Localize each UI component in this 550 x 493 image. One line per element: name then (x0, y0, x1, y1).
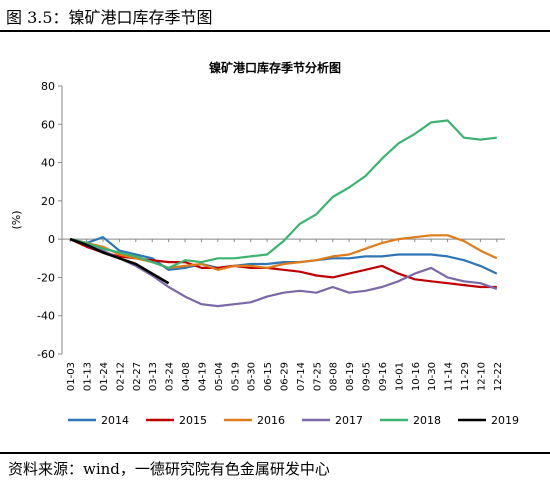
series-line-2019 (69, 237, 170, 285)
x-tick-label: 05-19 (230, 362, 241, 391)
x-tick-label: 10-01 (394, 362, 405, 391)
x-tick-label: 12-22 (493, 362, 504, 391)
x-tick-label: 09-16 (378, 362, 389, 391)
x-tick-label: 02-27 (132, 362, 143, 391)
x-tick-label: 11-14 (444, 362, 455, 391)
legend-label: 2016 (257, 414, 285, 427)
chart-title: 镍矿港口库存季节分析图 (209, 60, 341, 75)
y-axis-label: (%) (10, 210, 23, 229)
legend-label: 2017 (335, 414, 363, 427)
series-line-2017 (69, 238, 498, 308)
legend-label: 2018 (413, 414, 441, 427)
x-tick-label: 03-24 (165, 362, 176, 391)
top-rule (0, 30, 550, 32)
x-tick-label: 03-13 (148, 362, 159, 391)
x-tick-label: 10-16 (411, 362, 422, 391)
x-tick-label: 10-30 (427, 362, 438, 391)
x-tick-label: 08-08 (329, 362, 340, 391)
x-tick-label: 02-12 (115, 362, 126, 391)
x-tick-label: 08-19 (345, 362, 356, 391)
legend-item-2015: 2015 (146, 414, 207, 427)
y-tick-label: 60 (41, 118, 55, 131)
x-tick-label: 09-05 (362, 362, 373, 391)
legend-item-2018: 2018 (380, 414, 441, 427)
x-tick-label: 05-04 (214, 362, 225, 391)
x-tick-label: 01-13 (83, 362, 94, 391)
y-tick-label: 80 (41, 80, 55, 93)
x-tick-label: 11-29 (460, 362, 471, 391)
legend-item-2014: 2014 (68, 414, 129, 427)
chart: 镍矿港口库存季节分析图 (%) -60 -40 -20 0 20 40 60 80 01-03 0… (10, 60, 519, 427)
series-line-2016 (69, 234, 498, 271)
y-tick-label: -60 (37, 348, 55, 361)
y-tick-label: 40 (41, 157, 55, 170)
x-tick-label: 04-08 (181, 362, 192, 391)
x-tick-label: 05-30 (247, 362, 258, 391)
source-note: 资料来源：wind，一德研究院有色金属研发中心 (8, 460, 330, 478)
series-line-2018 (69, 119, 497, 269)
x-tick-label: 12-10 (476, 362, 487, 391)
axes: -60 -40 -20 0 20 40 60 80 01-03 01-13 01-24 02-12 02… (37, 80, 505, 391)
figure-caption: 图 3.5：镍矿港口库存季节图 (6, 8, 213, 27)
y-tick-label: -20 (37, 271, 55, 284)
x-tick-label: 07-25 (312, 362, 323, 391)
y-tick-label: -40 (37, 310, 55, 323)
y-tick-label: 0 (48, 233, 55, 246)
x-tick-label: 01-03 (66, 362, 77, 391)
legend-label: 2014 (101, 414, 129, 427)
x-tick-label: 06-15 (263, 362, 274, 391)
legend-item-2017: 2017 (302, 414, 363, 427)
x-tick-label: 06-29 (280, 362, 291, 391)
series-line-2014 (69, 236, 498, 275)
y-tick-label: 20 (41, 195, 55, 208)
legend-item-2016: 2016 (224, 414, 285, 427)
x-tick-label: 01-24 (99, 362, 110, 391)
legend-label: 2015 (179, 414, 207, 427)
legend: 2014 2015 2016 2017 2018 2019 (68, 414, 519, 427)
legend-label: 2019 (491, 414, 519, 427)
x-tick-label: 04-19 (197, 362, 208, 391)
series-layer (69, 119, 498, 308)
legend-item-2019: 2019 (458, 414, 519, 427)
x-tick-label: 07-14 (296, 362, 307, 391)
bottom-rule (0, 452, 550, 454)
